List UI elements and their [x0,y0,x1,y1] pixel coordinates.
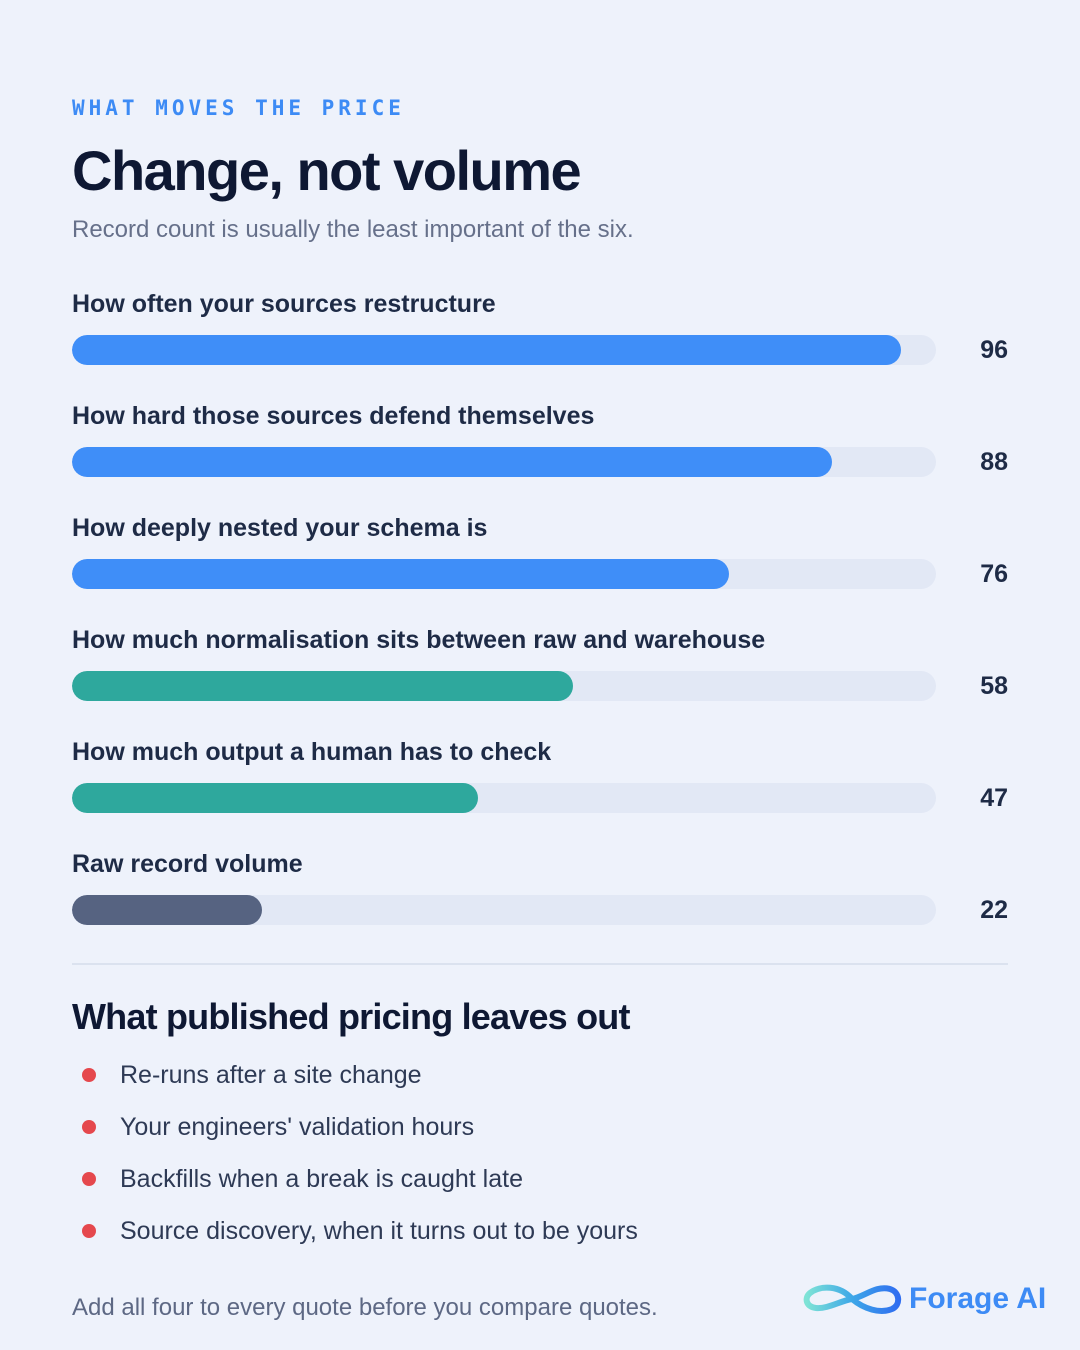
list-item-text: Backfills when a break is caught late [120,1165,523,1193]
bullet-dot-icon [82,1172,96,1186]
bar-track [72,895,936,925]
page-subtitle: Record count is usually the least import… [72,216,634,243]
brand-name: Forage AI [909,1282,1047,1315]
page-title: Change, not volume [72,139,582,202]
bar-fill [72,671,573,701]
list-item-text: Re-runs after a site change [120,1061,422,1089]
list-item-text: Your engineers' validation hours [120,1113,475,1141]
bar-fill [72,895,262,925]
bar-fill [72,335,901,365]
bar-fill [72,783,478,813]
bar-row: How hard those sources defend themselves… [72,402,1008,502]
bar-label: How hard those sources defend themselves [72,402,595,430]
bar-value-label: 76 [980,560,1008,588]
divider [72,963,1008,965]
bar-label: How often your sources restructure [72,290,496,318]
bar-row: How deeply nested your schema is 76 [72,514,1008,614]
bullet-dot-icon [82,1068,96,1082]
bullet-dot-icon [82,1224,96,1238]
bar-track [72,783,936,813]
bar-label: Raw record volume [72,850,303,878]
bar-row: How much output a human has to check 47 [72,738,1008,838]
bar-track [72,335,936,365]
bar-label: How much normalisation sits between raw … [72,626,766,654]
bar-value-label: 47 [980,784,1008,812]
bar-value-label: 96 [980,336,1008,364]
bar-value-label: 58 [980,672,1008,700]
bar-track [72,671,936,701]
bar-track [72,447,936,477]
bar-fill [72,447,832,477]
footer-note: Add all four to every quote before you c… [72,1294,658,1321]
bar-track [72,559,936,589]
bar-value-label: 22 [980,896,1008,924]
bullet-dot-icon [82,1120,96,1134]
bar-label: How deeply nested your schema is [72,514,488,542]
eyebrow-label: WHAT MOVES THE PRICE [72,96,405,120]
section-title: What published pricing leaves out [72,996,630,1037]
bar-row: How often your sources restructure 96 [72,290,1008,390]
bar-fill [72,559,729,589]
bar-row: Raw record volume 22 [72,850,1008,950]
list-item-text: Source discovery, when it turns out to b… [120,1217,638,1245]
bar-row: How much normalisation sits between raw … [72,626,1008,726]
brand-logo: Forage AI [802,1277,1052,1321]
bar-label: How much output a human has to check [72,738,552,766]
bar-value-label: 88 [980,448,1008,476]
infinity-loop-icon [803,1284,902,1314]
